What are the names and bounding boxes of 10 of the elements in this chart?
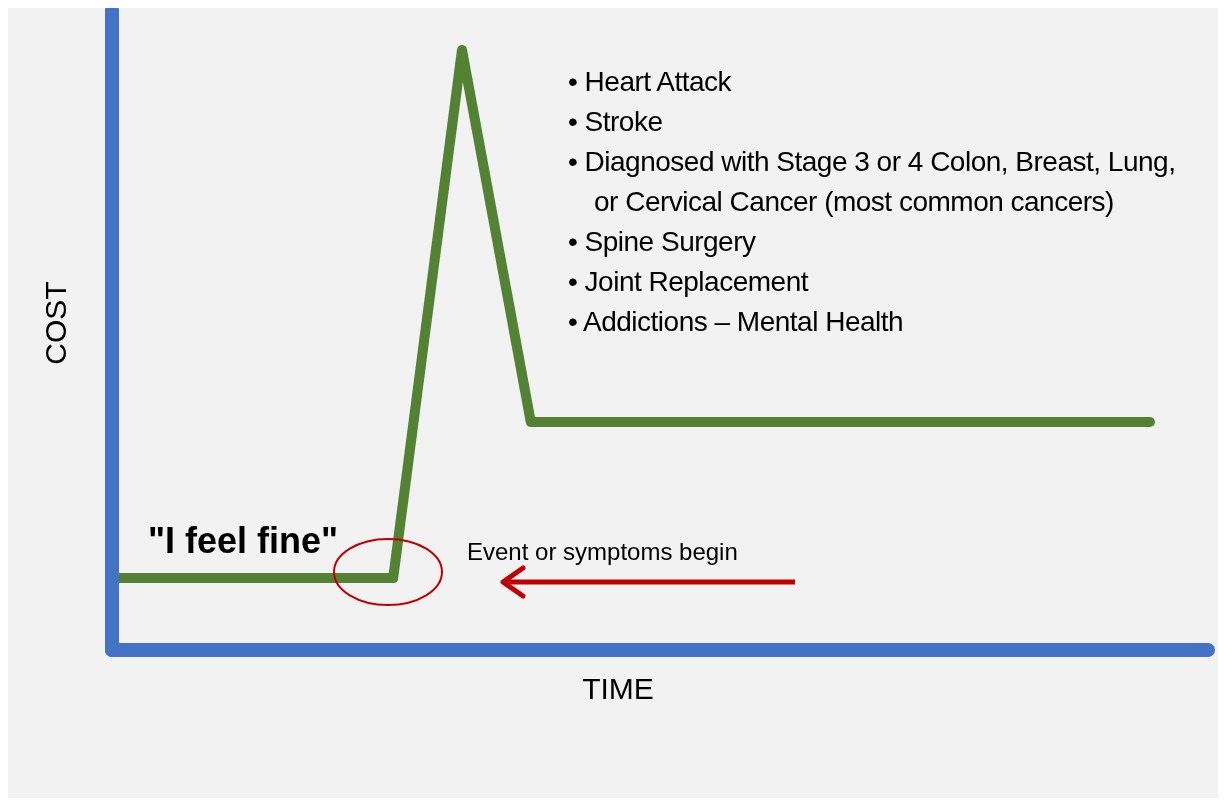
x-axis-title: TIME <box>581 672 655 706</box>
annotation: • Stroke <box>568 105 664 139</box>
annotation: Event or symptoms begin <box>467 538 738 566</box>
y-axis-title: COST <box>39 281 73 365</box>
annotation: • Spine Surgery <box>568 225 757 259</box>
annotation: • Addictions – Mental Health <box>568 305 905 339</box>
annotation: • Heart Attack <box>568 65 733 99</box>
annotation: • Joint Replacement <box>568 265 810 299</box>
annotation: • Diagnosed with Stage 3 or 4 Colon, Breast, Lung, or Cervical Cancer (most common cancers) <box>568 145 1177 219</box>
annotation: "I feel fine" <box>148 520 339 562</box>
